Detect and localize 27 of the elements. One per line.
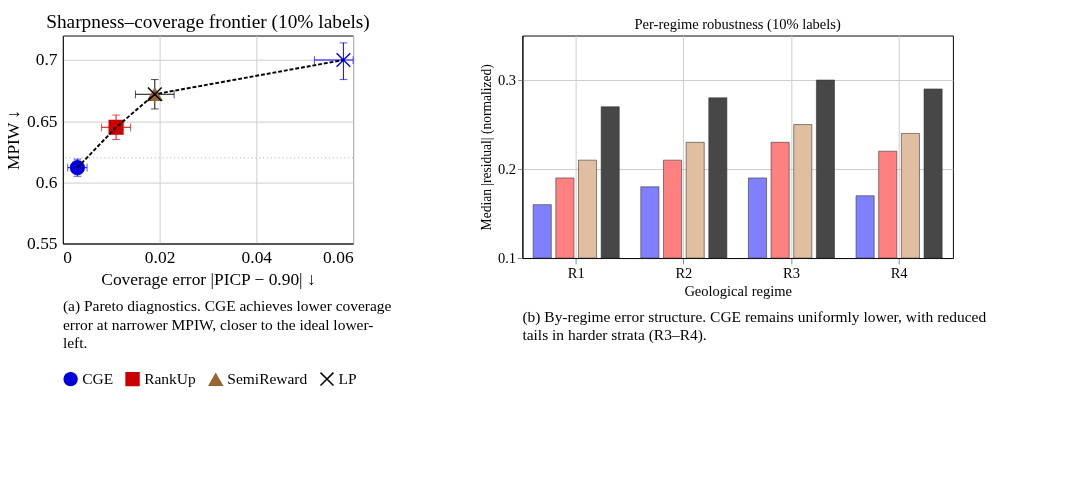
x-axis-title: Geological regime bbox=[684, 283, 792, 300]
x-tick-label: R1 bbox=[567, 264, 585, 281]
y-tick-label: 0.65 bbox=[27, 110, 58, 131]
y-tick-label: 0.7 bbox=[35, 49, 58, 70]
chart-title: Sharpness–coverage frontier (10% labels) bbox=[46, 10, 370, 33]
y-axis-title: Median |residual| (normalized) bbox=[479, 64, 496, 231]
legend-label: SemiReward bbox=[227, 370, 308, 388]
x-tick-label: 0 bbox=[63, 247, 73, 268]
legend-label: LP bbox=[338, 369, 357, 387]
chart-title: Per-regime robustness (10% labels) bbox=[634, 15, 841, 33]
x-axis-title: Coverage error |PICP − 0.90| ↓ bbox=[101, 268, 316, 289]
y-tick-label: 0.1 bbox=[497, 250, 517, 267]
legend-label: CGE bbox=[82, 369, 114, 387]
x-tick-label: R4 bbox=[890, 264, 909, 281]
y-tick-label: 0.3 bbox=[497, 72, 517, 89]
x-tick-label: R3 bbox=[783, 264, 800, 281]
text: (a) Pareto diagnostics. CGE achieves lower coverage error at narrower MPIW, closer to the ideal lower-left. bbox=[62, 297, 392, 352]
x-tick-label: 0.02 bbox=[144, 247, 176, 268]
x-tick-label: R2 bbox=[675, 264, 693, 281]
text: (b) By-regime error structure. CGE remains uniformly lower, with reduced tails in harder strata (R3–R4). bbox=[522, 307, 987, 345]
y-tick-label: 0.6 bbox=[35, 171, 58, 192]
x-tick-label: 0.04 bbox=[241, 247, 273, 268]
y-tick-label: 0.2 bbox=[497, 161, 517, 178]
x-tick-label: 0.06 bbox=[323, 247, 354, 268]
legend-label: RankUp bbox=[144, 369, 196, 387]
y-axis-title: MPIW ↓ bbox=[3, 109, 24, 171]
y-tick-label: 0.55 bbox=[27, 232, 58, 253]
